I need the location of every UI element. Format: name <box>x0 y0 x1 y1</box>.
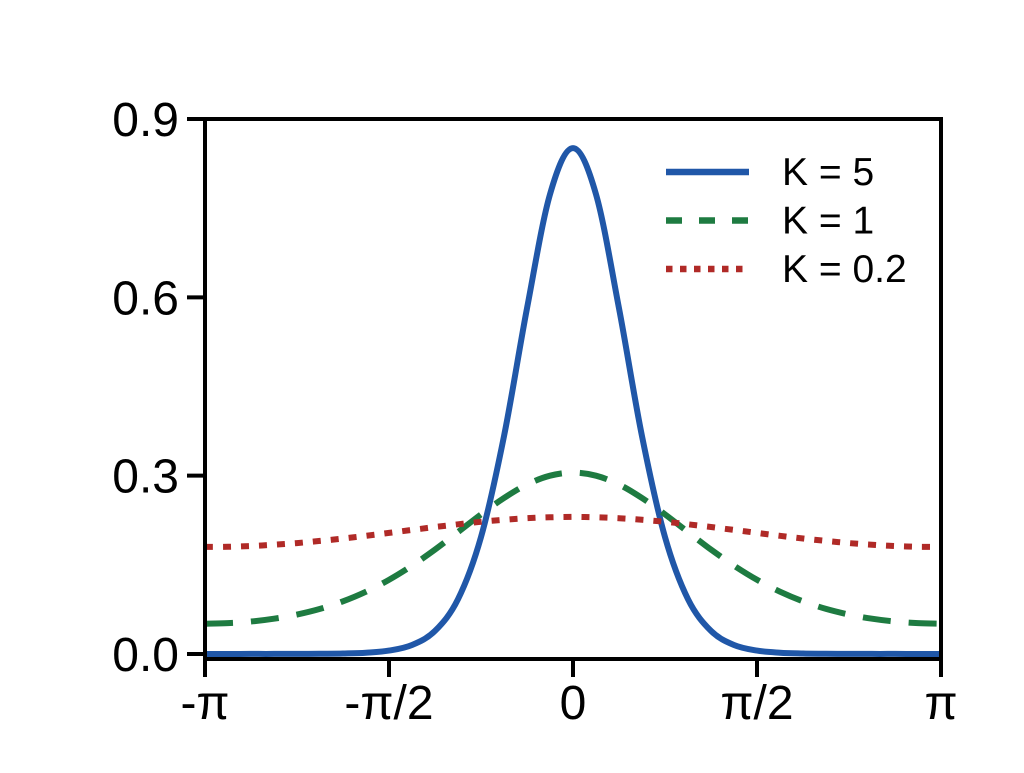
x-tick-label: -π/2 <box>344 677 433 730</box>
y-tick-label: 0.3 <box>112 451 179 504</box>
legend-label: K = 1 <box>782 200 874 243</box>
legend-label: K = 0.2 <box>782 248 907 291</box>
x-tick-label: -π <box>180 677 229 730</box>
curve-k-5 <box>205 145 941 657</box>
y-tick-label: 0.9 <box>112 94 179 147</box>
y-tick-label: 0.6 <box>112 272 179 325</box>
x-tick-label: π <box>924 677 957 730</box>
curve-k-1 <box>204 469 942 627</box>
legend-label: K = 5 <box>782 151 874 194</box>
x-tick-label: 0 <box>560 677 587 730</box>
curve-k-0.2 <box>204 513 942 550</box>
y-tick-label: 0.0 <box>112 629 179 682</box>
x-tick-label: π/2 <box>720 677 793 730</box>
